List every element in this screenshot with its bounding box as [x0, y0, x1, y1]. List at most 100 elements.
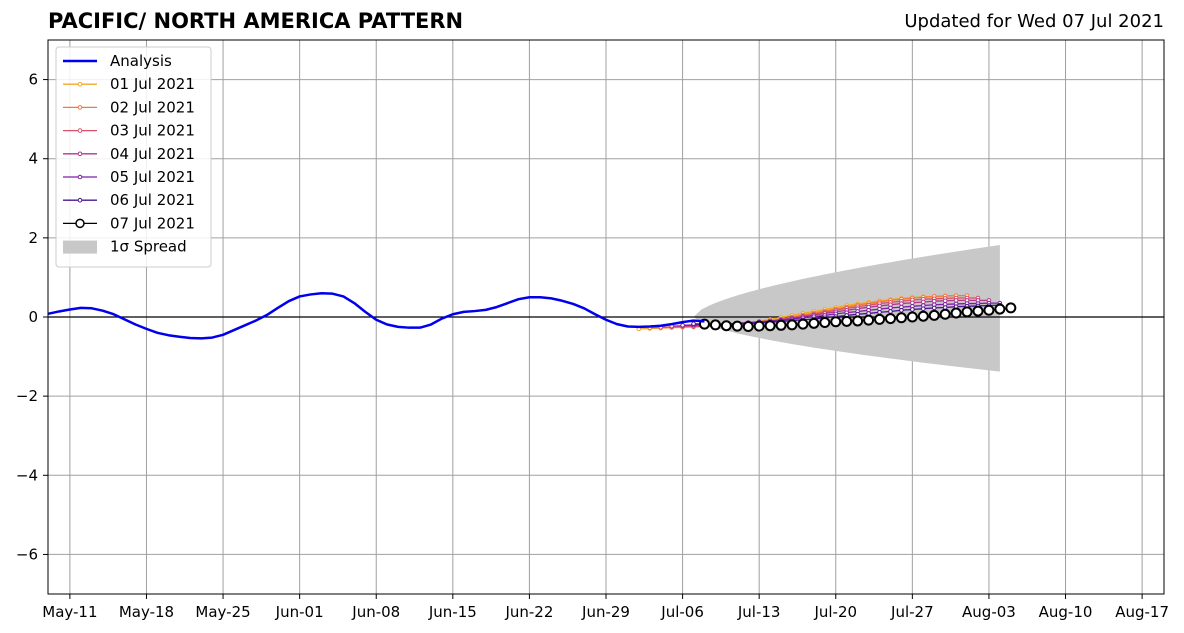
legend: Analysis 01 Jul 2021 02 Jul 2021 03 Jul 202… — [55, 46, 212, 268]
forecast-point — [852, 315, 864, 327]
forecast-point — [709, 319, 721, 331]
forecast-point — [888, 305, 893, 311]
forecast-point — [931, 305, 937, 311]
chart-subtitle: Updated for Wed 07 Jul 2021 — [904, 11, 1164, 32]
y-tick-label: 0 — [28, 308, 38, 326]
x-tick-label: May-25 — [195, 603, 250, 621]
legend-marker — [77, 174, 83, 180]
forecast-point — [917, 310, 929, 322]
forecast-point — [731, 320, 743, 332]
forecast-point — [910, 307, 915, 312]
legend-label: 05 Jul 2021 — [110, 168, 195, 186]
x-tick-label: Jul-20 — [813, 603, 857, 621]
legend-box — [55, 46, 212, 268]
x-tick-label: Jun-29 — [581, 603, 630, 621]
x-tick-label: Jun-22 — [504, 603, 553, 621]
forecast-point — [961, 306, 973, 318]
forecast-point — [877, 309, 882, 315]
forecast-point — [742, 320, 754, 332]
forecast-point — [910, 300, 915, 306]
forecast-point — [819, 317, 831, 329]
y-tick-label: 4 — [28, 150, 38, 168]
forecast-point — [884, 313, 896, 325]
legend-label: 1σ Spread — [110, 238, 187, 256]
legend-entry: 06 Jul 2021 — [63, 191, 195, 209]
forecast-point — [931, 298, 937, 304]
forecast-point — [775, 319, 787, 331]
legend-swatch — [63, 240, 97, 254]
forecast-point — [764, 320, 776, 332]
legend-entry: 05 Jul 2021 — [63, 168, 195, 186]
forecast-point — [928, 309, 940, 321]
forecast-point — [786, 319, 798, 331]
x-tick-label: Jun-08 — [351, 603, 400, 621]
forecast-point — [899, 307, 904, 313]
analysis-line — [47, 292, 705, 340]
chart-title: PACIFIC/ NORTH AMERICA PATTERN — [48, 9, 464, 33]
forecast-point — [972, 305, 984, 317]
forecast-point — [888, 309, 893, 314]
forecast-point — [797, 318, 809, 330]
legend-entry: Analysis — [63, 52, 172, 70]
series — [47, 292, 1017, 340]
legend-marker — [75, 218, 85, 229]
forecast-point — [920, 306, 926, 311]
legend-label: 07 Jul 2021 — [110, 214, 195, 232]
forecast-point — [1005, 302, 1017, 314]
x-tick-label: Jul-27 — [890, 603, 934, 621]
legend-entry: 04 Jul 2021 — [63, 145, 195, 163]
legend-marker — [77, 197, 83, 203]
legend-label: 04 Jul 2021 — [110, 145, 195, 163]
forecast-point — [680, 323, 685, 328]
legend-marker — [77, 151, 83, 157]
forecast-point — [753, 320, 765, 332]
forecast-point — [953, 298, 959, 303]
y-tick-label: 6 — [28, 71, 38, 89]
legend-label: 03 Jul 2021 — [110, 122, 195, 140]
legend-entry: 03 Jul 2021 — [63, 122, 195, 140]
forecast-point — [874, 313, 886, 325]
legend-marker — [77, 81, 83, 87]
forecast-point — [939, 308, 951, 320]
forecast-point — [950, 307, 962, 319]
x-tick-label: Aug-03 — [962, 603, 1016, 621]
legend-entry: 07 Jul 2021 — [63, 214, 195, 232]
x-tick-label: Jul-13 — [737, 603, 781, 621]
y-tick-label: −2 — [16, 387, 38, 405]
y-tick-label: −6 — [16, 545, 38, 563]
x-tick-label: Jul-06 — [660, 603, 704, 621]
axis-ticks: May-11 May-18 May-25 Jun-01 Jun-08 Jun-15 Jun-… — [16, 71, 1169, 621]
forecast-point — [808, 317, 820, 329]
forecast-point — [906, 311, 918, 323]
forecast-point — [830, 316, 842, 328]
legend-label: 01 Jul 2021 — [110, 75, 195, 93]
y-tick-label: 2 — [28, 229, 38, 247]
forecast-point — [942, 298, 948, 304]
forecast-point — [920, 299, 926, 305]
x-tick-label: May-18 — [119, 603, 174, 621]
forecast-series — [698, 302, 1017, 332]
legend-label: Analysis — [110, 52, 172, 70]
x-tick-label: Jun-15 — [428, 603, 477, 621]
legend-label: 06 Jul 2021 — [110, 191, 195, 209]
legend-entry: 01 Jul 2021 — [63, 75, 195, 93]
forecast-point — [983, 304, 995, 316]
forecast-point — [895, 312, 907, 324]
legend-marker — [77, 128, 83, 133]
forecast-point — [720, 320, 732, 332]
legend-label: 02 Jul 2021 — [110, 98, 195, 116]
forecast-point — [863, 314, 875, 326]
forecast-point — [899, 301, 904, 306]
x-tick-label: Jun-01 — [275, 603, 324, 621]
y-tick-label: −4 — [16, 466, 38, 484]
legend-entry: 1σ Spread — [63, 238, 187, 256]
x-tick-label: Aug-10 — [1039, 603, 1093, 621]
legend-marker — [77, 105, 83, 110]
x-tick-label: Aug-17 — [1115, 603, 1169, 621]
forecast-point — [994, 303, 1006, 315]
legend-entry: 02 Jul 2021 — [63, 98, 195, 116]
forecast-point — [841, 315, 853, 327]
x-tick-label: May-11 — [42, 603, 97, 621]
forecast-point — [691, 321, 696, 327]
